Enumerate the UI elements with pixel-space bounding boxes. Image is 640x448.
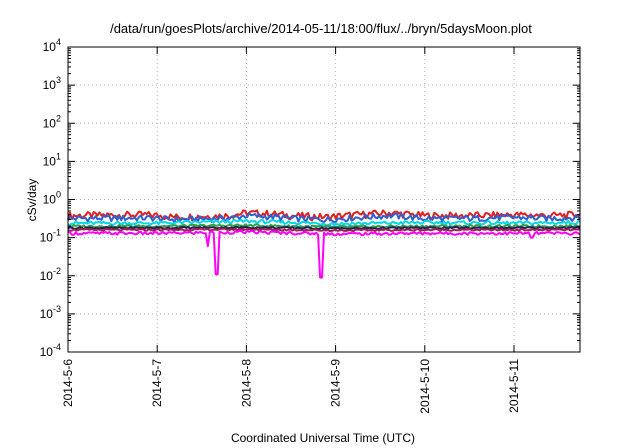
x-tick-label: 2014-5-7 bbox=[150, 359, 164, 407]
series-line-1 bbox=[67, 209, 581, 222]
grid bbox=[68, 47, 580, 352]
series-line-6 bbox=[67, 227, 581, 233]
x-tick-label: 2014-5-6 bbox=[61, 359, 75, 407]
y-tick-label: 10-2 bbox=[40, 266, 61, 283]
x-axis: 2014-5-6 2014-5-7 2014-5-8 2014-5-9 2014-5-1… bbox=[61, 47, 521, 414]
series-line-5 bbox=[67, 225, 581, 231]
series-line-3 bbox=[67, 218, 581, 227]
y-axis-label: cSv/day bbox=[25, 179, 39, 222]
x-tick-label: 2014-5-8 bbox=[239, 359, 253, 407]
y-tick-label: 103 bbox=[43, 75, 61, 92]
y-tick-label: 10-4 bbox=[40, 342, 61, 359]
series-line-2 bbox=[67, 212, 581, 224]
y-tick-label: 10-1 bbox=[40, 228, 61, 245]
y-tick-label: 104 bbox=[43, 37, 61, 54]
x-tick-label: 2014-5-10 bbox=[418, 359, 432, 414]
y-axis: 10-4 10-3 10-2 10-1 100 101 102 103 104 bbox=[40, 37, 580, 359]
x-axis-label: Coordinated Universal Time (UTC) bbox=[231, 431, 415, 445]
chart-title: /data/run/goesPlots/archive/2014-05-11/1… bbox=[110, 21, 532, 36]
y-tick-label: 102 bbox=[43, 113, 61, 130]
series-line-7 bbox=[67, 229, 581, 279]
y-tick-label: 100 bbox=[43, 190, 61, 207]
series-group bbox=[67, 209, 581, 279]
x-tick-label: 2014-5-9 bbox=[329, 359, 343, 407]
y-tick-label: 10-3 bbox=[40, 304, 61, 321]
x-tick-label: 2014-5-11 bbox=[507, 359, 521, 413]
y-tick-label: 101 bbox=[43, 151, 61, 168]
